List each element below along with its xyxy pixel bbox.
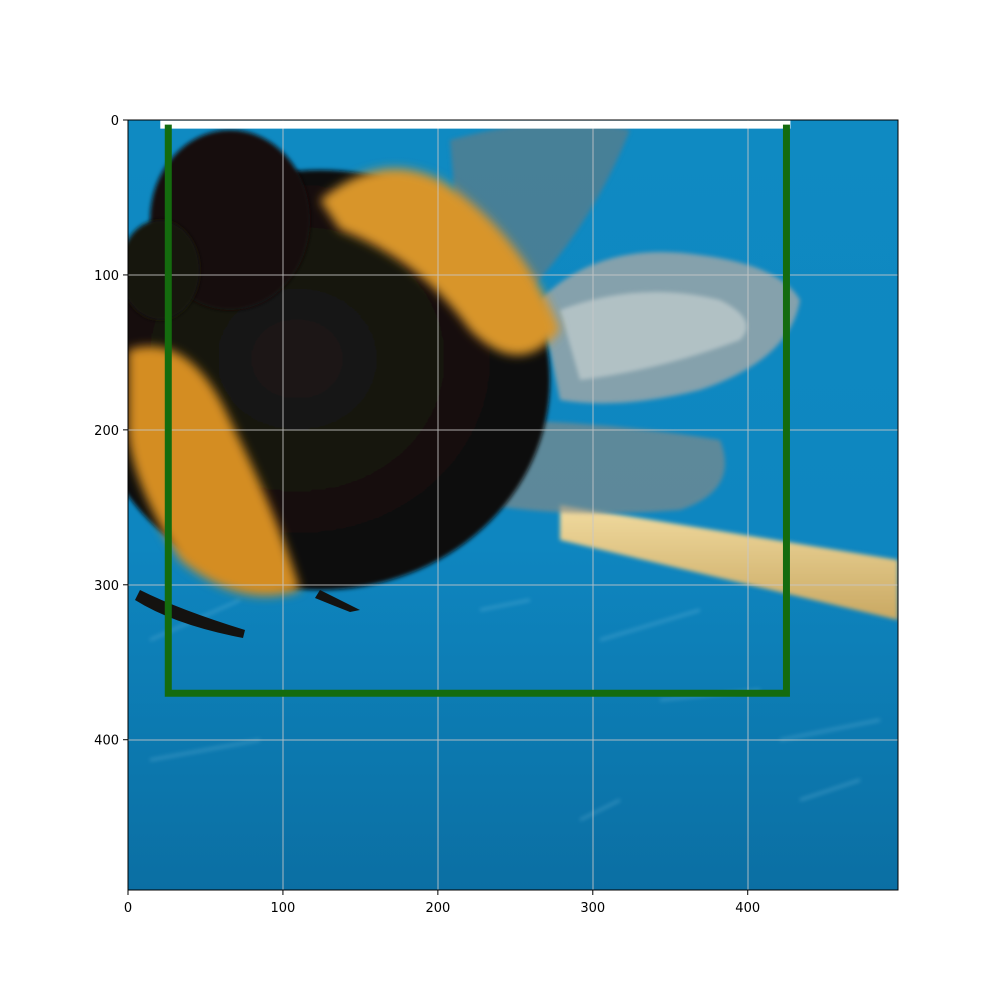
bee-photo [128,120,898,890]
bounding-box-outline [164,124,790,697]
grid-lines [128,120,898,890]
x-tick-label: 100 [271,901,296,916]
axes-frame [127,119,899,891]
x-tick-label: 400 [735,901,760,916]
x-tick-label: 300 [580,901,605,916]
x-axis: 0 100 200 300 400 [124,890,760,916]
y-tick-label: 300 [94,579,119,594]
x-tick-label: 200 [425,901,450,916]
x-tick-label: 0 [124,901,132,916]
bounding-box [160,120,791,697]
y-tick-label: 200 [94,424,119,439]
y-tick-label: 400 [94,734,119,749]
y-axis: 0 100 200 300 400 [94,114,128,749]
y-tick-label: 0 [111,114,119,129]
y-tick-label: 100 [94,269,119,284]
